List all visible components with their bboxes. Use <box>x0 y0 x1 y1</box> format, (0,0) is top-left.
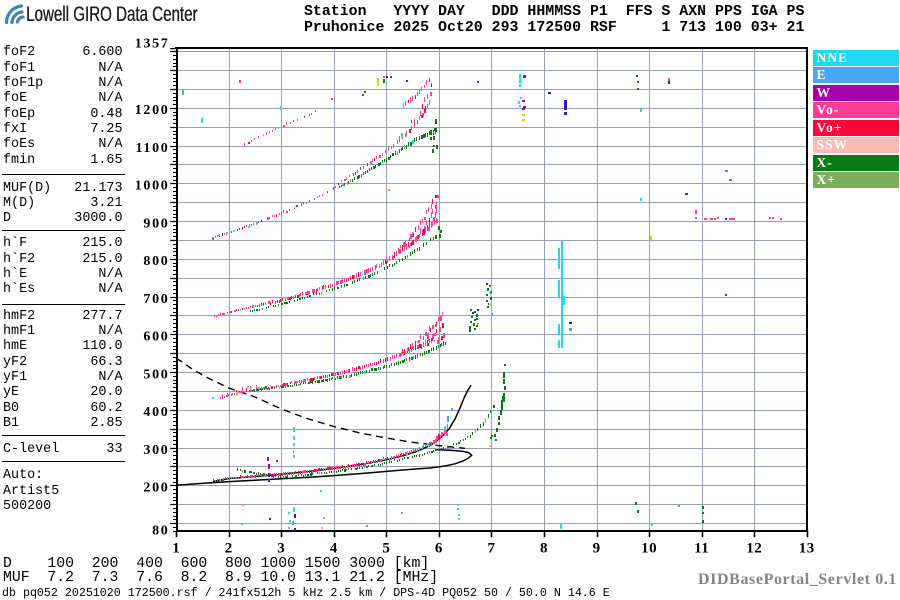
svg-text:9: 9 <box>593 541 601 557</box>
svg-text:600: 600 <box>143 330 169 345</box>
svg-text:8: 8 <box>540 541 548 557</box>
svg-text:1: 1 <box>172 541 180 557</box>
svg-text:2: 2 <box>225 541 233 557</box>
svg-text:1100: 1100 <box>135 141 169 156</box>
svg-text:1357: 1357 <box>135 37 170 52</box>
svg-text:12: 12 <box>746 541 762 557</box>
svg-text:13: 13 <box>799 541 815 557</box>
svg-text:3: 3 <box>277 541 285 557</box>
svg-text:10: 10 <box>641 541 657 557</box>
svg-text:80: 80 <box>152 524 169 539</box>
svg-text:4: 4 <box>330 541 338 557</box>
svg-text:5: 5 <box>382 541 390 557</box>
svg-text:500: 500 <box>143 367 169 382</box>
svg-text:1000: 1000 <box>135 179 170 194</box>
svg-text:7: 7 <box>488 541 496 557</box>
svg-text:11: 11 <box>694 541 709 557</box>
svg-text:400: 400 <box>143 405 169 420</box>
svg-text:6: 6 <box>435 541 443 557</box>
svg-text:900: 900 <box>143 216 169 231</box>
svg-text:200: 200 <box>143 481 169 496</box>
svg-text:300: 300 <box>143 443 169 458</box>
svg-text:700: 700 <box>143 292 169 307</box>
svg-text:1200: 1200 <box>135 103 170 118</box>
svg-text:800: 800 <box>143 254 169 269</box>
